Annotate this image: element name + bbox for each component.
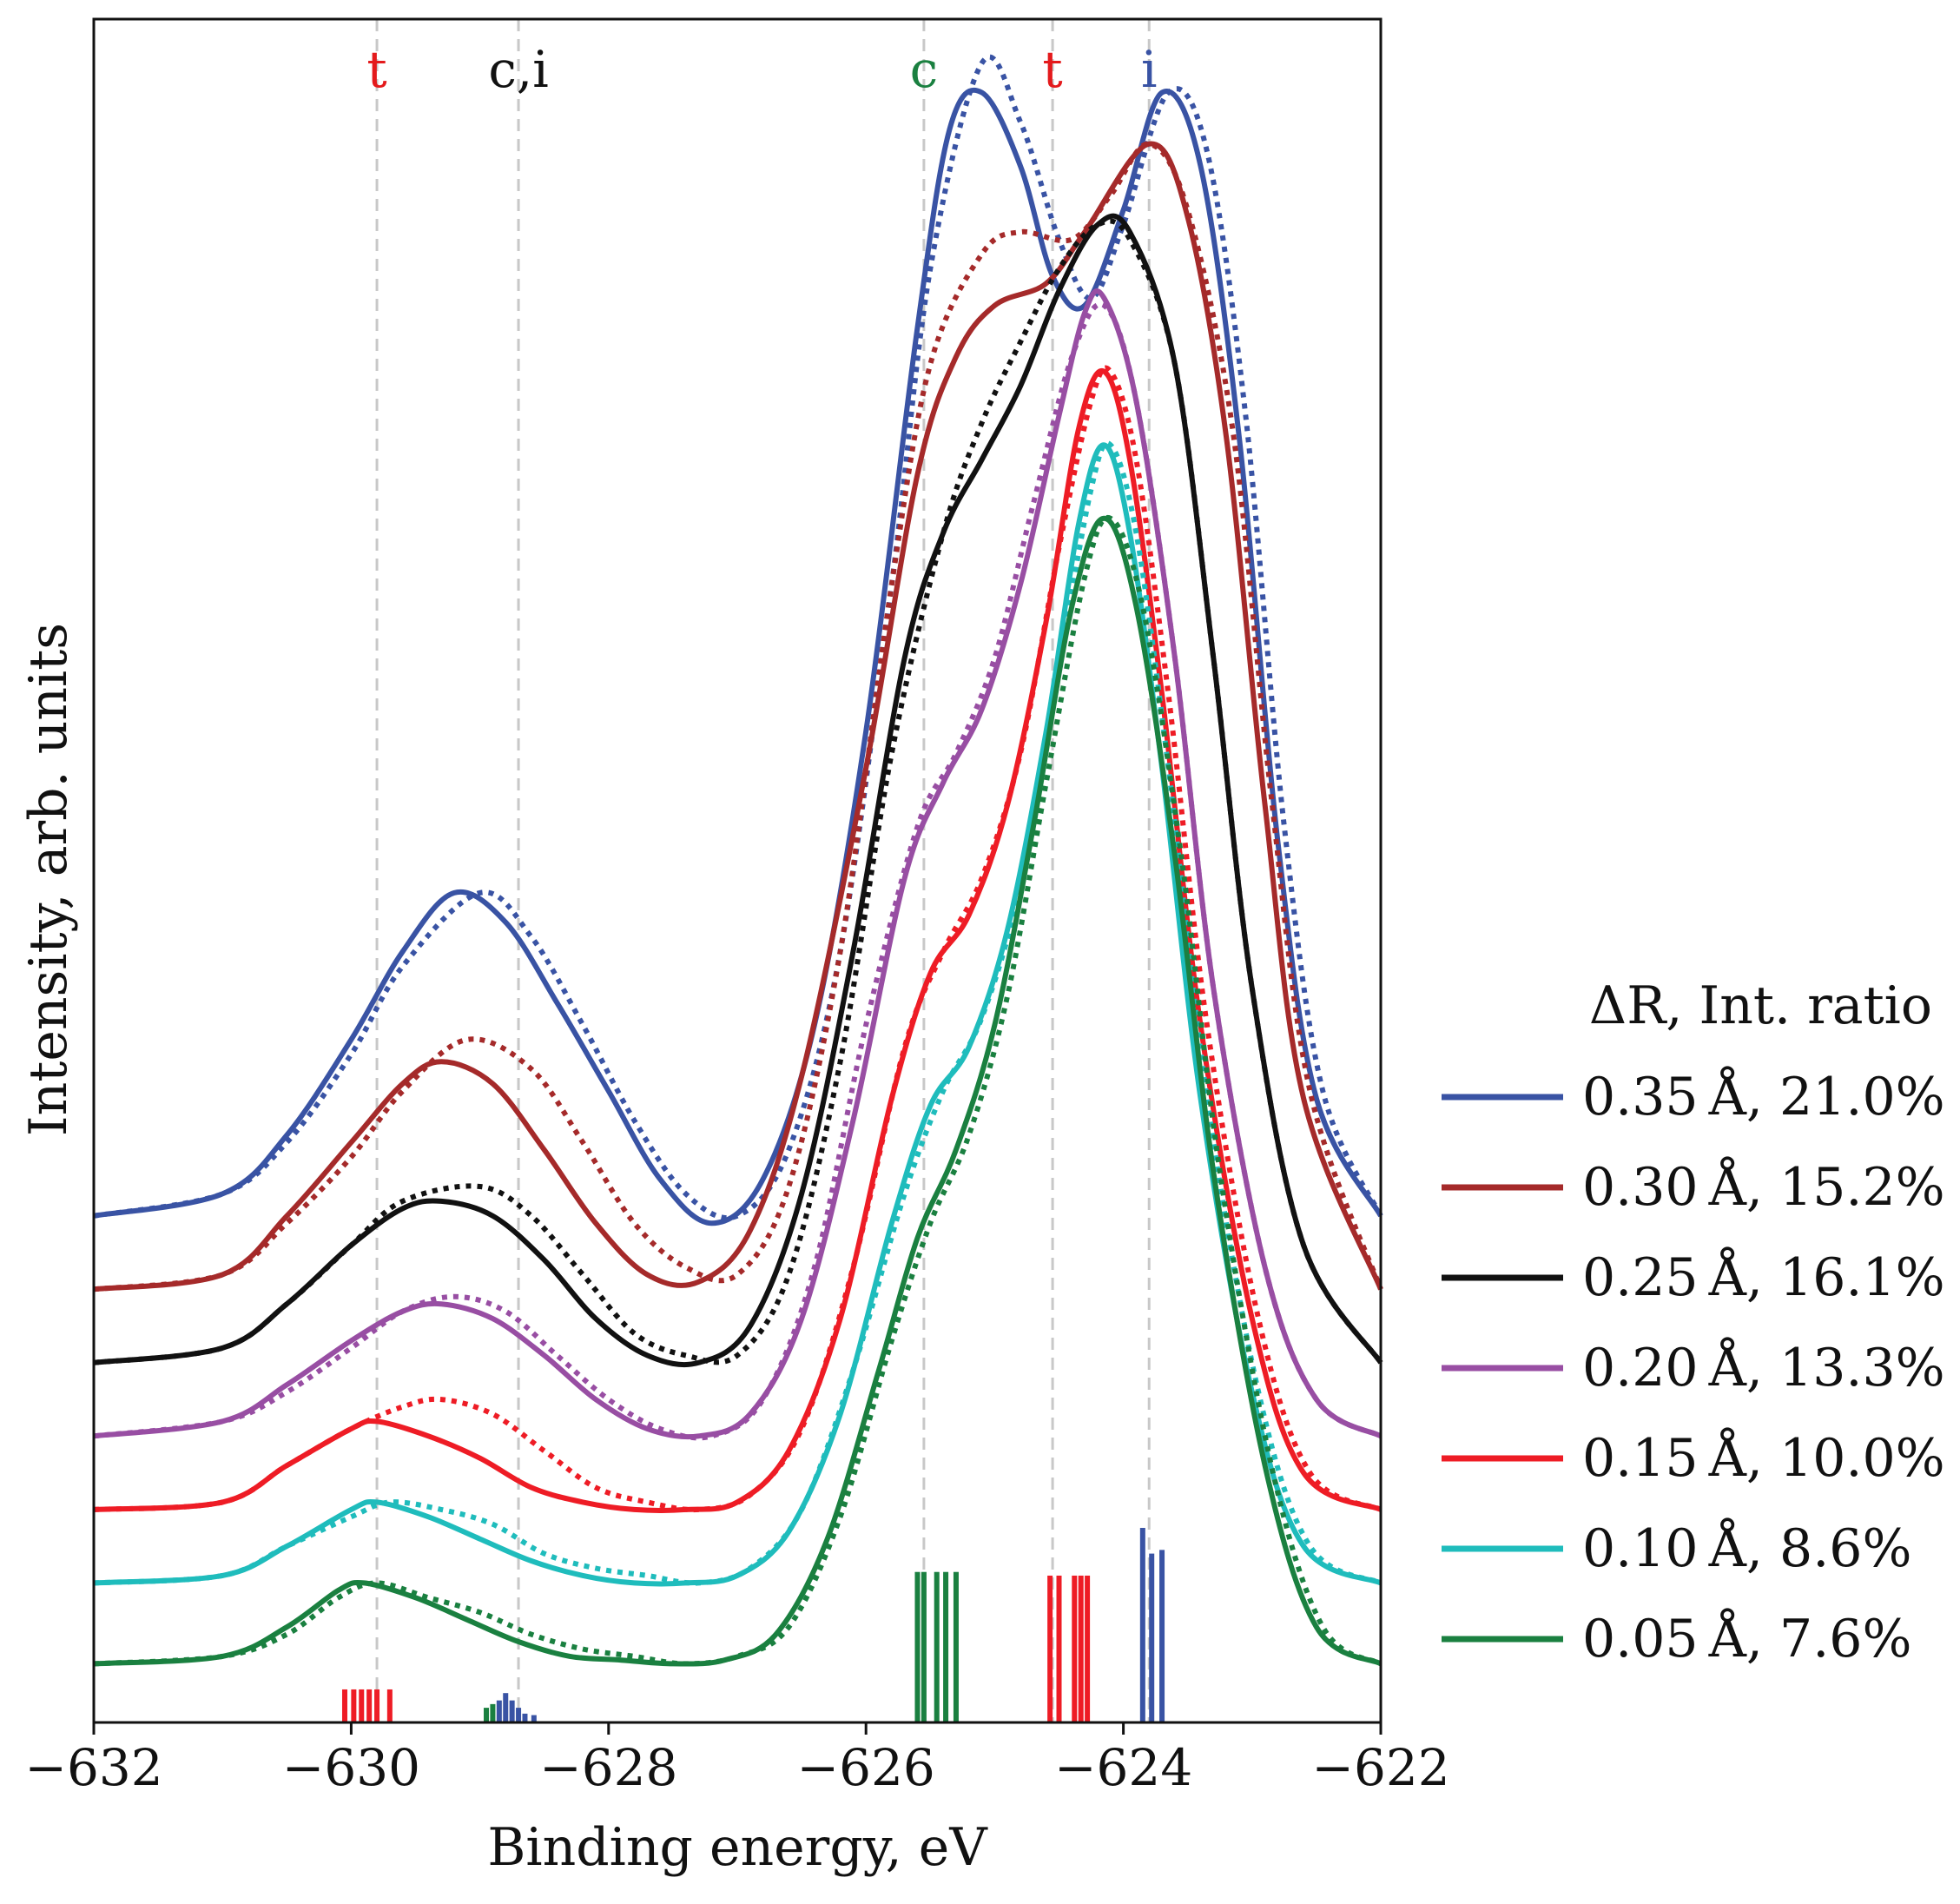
- site-label-1: t: [366, 40, 386, 99]
- stick-bar-20: [1047, 1575, 1053, 1722]
- legend-label-1: 0.35 Å, 21.0%: [1582, 1066, 1945, 1127]
- series-0-25-16-1-dotted: [93, 218, 1383, 1365]
- y-axis-title: Intensity, arb. units: [18, 623, 79, 1136]
- stick-bar-16: [921, 1571, 927, 1722]
- stick-bar-17: [934, 1571, 940, 1722]
- stick-bar-1: [341, 1689, 347, 1722]
- site-labels-group: t c,i c t i: [366, 40, 1157, 99]
- legend-label-6: 0.10 Å, 8.6%: [1582, 1517, 1911, 1579]
- x-tick-label-5: −624: [1054, 1738, 1192, 1797]
- series-0-20-13-3-dotted: [93, 301, 1383, 1441]
- legend-label-2: 0.30 Å, 15.2%: [1582, 1156, 1945, 1218]
- series-0-35-21-0-solid: [93, 87, 1383, 1226]
- x-tick-label-4: −626: [797, 1738, 935, 1797]
- series-0-30-15-2-solid: [93, 141, 1383, 1292]
- stick-bar-3: [359, 1689, 365, 1722]
- legend-label-3: 0.25 Å, 16.1%: [1582, 1246, 1945, 1308]
- legend-label-4: 0.20 Å, 13.3%: [1582, 1337, 1945, 1398]
- stick-bar-23: [1078, 1575, 1084, 1722]
- stick-bar-19: [953, 1571, 959, 1722]
- site-label-4: t: [1042, 40, 1062, 99]
- stick-bar-24: [1085, 1575, 1091, 1722]
- stick-bar-9: [496, 1700, 502, 1722]
- x-axis-title: Binding energy, eV: [487, 1817, 988, 1878]
- x-tick-label-1: −632: [24, 1738, 162, 1797]
- series-0-25-16-1-solid: [93, 213, 1383, 1368]
- stick-bar-12: [516, 1708, 522, 1722]
- stick-bar-8: [490, 1703, 496, 1722]
- series-0-10-8-6-solid: [93, 442, 1383, 1587]
- stick-bar-25: [1139, 1528, 1145, 1722]
- site-label-5: i: [1141, 40, 1158, 99]
- stick-bar-15: [914, 1571, 921, 1722]
- stick-bar-11: [509, 1700, 515, 1722]
- stick-bar-4: [366, 1689, 373, 1722]
- series-0-05-7-6-dotted: [93, 515, 1383, 1667]
- x-axis-group: −632 −630 −628 −626 −624 −622: [24, 1722, 1450, 1797]
- stick-bar-21: [1056, 1575, 1062, 1722]
- stick-bar-5: [374, 1689, 380, 1722]
- series-0-05-7-6-solid: [93, 515, 1383, 1667]
- x-tick-label-2: −630: [282, 1738, 420, 1797]
- legend-label-7: 0.05 Å, 7.6%: [1582, 1608, 1911, 1669]
- site-label-3: c: [910, 40, 938, 99]
- stick-bar-10: [503, 1693, 509, 1722]
- legend-group: ΔR, Int. ratio 0.35 Å, 21.0% 0.30 Å, 15.2…: [1442, 975, 1945, 1669]
- stick-bar-7: [484, 1708, 490, 1722]
- stick-bar-6: [386, 1689, 393, 1722]
- series-group: [93, 54, 1383, 1667]
- stick-bar-26: [1149, 1553, 1155, 1722]
- legend-title: ΔR, Int. ratio: [1589, 975, 1932, 1036]
- legend-label-5: 0.15 Å, 10.0%: [1582, 1427, 1945, 1489]
- site-label-2: c,i: [488, 40, 548, 99]
- x-tick-label-6: −622: [1311, 1738, 1449, 1797]
- series-0-15-10-0-dotted: [93, 365, 1383, 1513]
- stick-bar-13: [522, 1713, 528, 1722]
- stick-bar-2: [351, 1689, 357, 1722]
- x-tick-label-3: −628: [539, 1738, 677, 1797]
- stick-bars-group: [341, 1528, 1165, 1722]
- stick-bar-27: [1159, 1550, 1165, 1722]
- series-0-20-13-3-solid: [93, 288, 1383, 1440]
- stick-bar-18: [943, 1571, 949, 1722]
- stick-bar-14: [531, 1715, 537, 1722]
- series-0-30-15-2-dotted: [93, 141, 1383, 1292]
- series-0-35-21-0-dotted: [93, 54, 1383, 1221]
- stick-bar-22: [1072, 1575, 1078, 1722]
- plot-frame: [92, 17, 1383, 1724]
